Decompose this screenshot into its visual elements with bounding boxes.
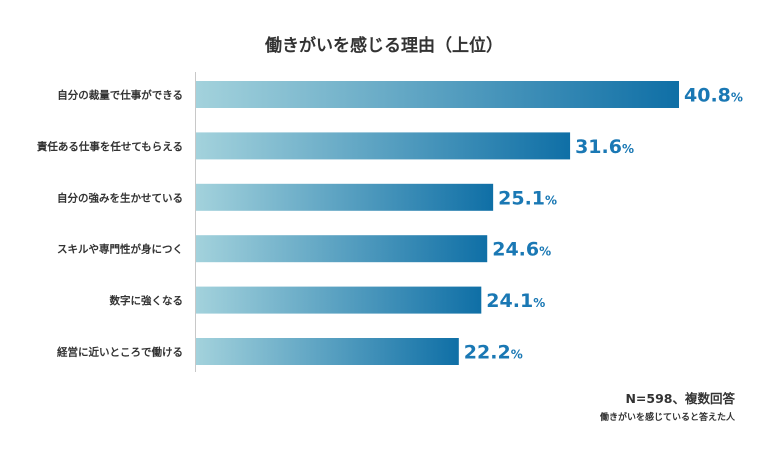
value-label: 25.1% <box>498 187 557 209</box>
category-label: 数字に強くなる <box>109 294 184 307</box>
value-label: 24.6% <box>492 239 551 261</box>
bar <box>196 338 459 365</box>
chart-title: 働きがいを感じる理由（上位） <box>264 35 503 56</box>
value-label: 31.6% <box>575 136 634 158</box>
bar <box>196 132 571 160</box>
category-label: 責任ある仕事を任せてもらえる <box>37 140 183 153</box>
respondent-note: 働きがいを感じていると答えた人 <box>599 411 736 423</box>
bar <box>196 235 488 263</box>
value-label: 24.1% <box>486 290 545 312</box>
value-label: 22.2% <box>464 342 523 364</box>
value-label: 40.8% <box>684 85 743 107</box>
category-label: 経営に近いところで働ける <box>57 346 183 359</box>
bar <box>196 183 494 211</box>
category-label: 自分の強みを生かせている <box>57 191 183 204</box>
category-label: 自分の裁量で仕事ができる <box>57 89 183 102</box>
category-label: スキルや専門性が身につく <box>57 243 183 256</box>
sample-note: N=598、複数回答 <box>625 391 735 406</box>
bar <box>196 81 679 108</box>
bar <box>196 286 482 314</box>
